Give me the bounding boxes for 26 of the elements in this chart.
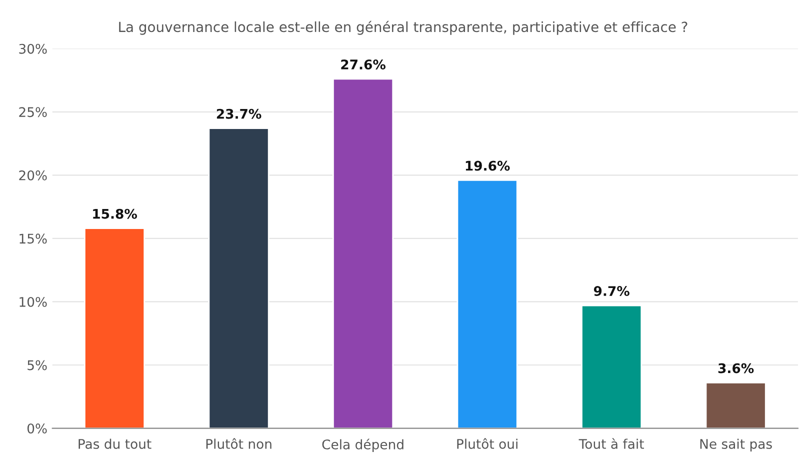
bar — [456, 180, 518, 428]
data-label: 27.6% — [341, 60, 386, 70]
y-tick-label: 5% — [28, 360, 47, 370]
y-tick-label: 0% — [27, 423, 47, 434]
y-tick-label: 30% — [19, 44, 47, 54]
y-tick-label: 25% — [19, 107, 47, 118]
bar — [705, 382, 766, 428]
y-tick-label: 10% — [20, 296, 47, 307]
x-tick-label: Ne sait pas — [700, 438, 772, 452]
bar — [208, 128, 270, 428]
y-tick-label: 15% — [20, 234, 47, 244]
x-tick-label: Tout à fait — [578, 438, 644, 449]
chart-title: La gouvernance locale est-elle en général transparente, participative et efficace ? — [119, 20, 688, 35]
bar — [84, 228, 146, 428]
x-tick-label: Cela dépend — [322, 438, 404, 452]
x-tick-label: Plutôt oui — [457, 438, 518, 449]
y-tick-label: 20% — [19, 170, 47, 180]
data-label: 23.7% — [216, 108, 262, 119]
data-label: 9.7% — [594, 286, 630, 296]
bar — [332, 78, 394, 428]
x-tick-label: Pas du tout — [78, 438, 152, 449]
data-label: 3.6% — [718, 363, 754, 374]
bar — [581, 304, 642, 428]
data-label: 15.8% — [93, 208, 137, 219]
x-tick-label: Plutôt non — [206, 438, 272, 449]
data-label: 19.6% — [466, 160, 510, 171]
